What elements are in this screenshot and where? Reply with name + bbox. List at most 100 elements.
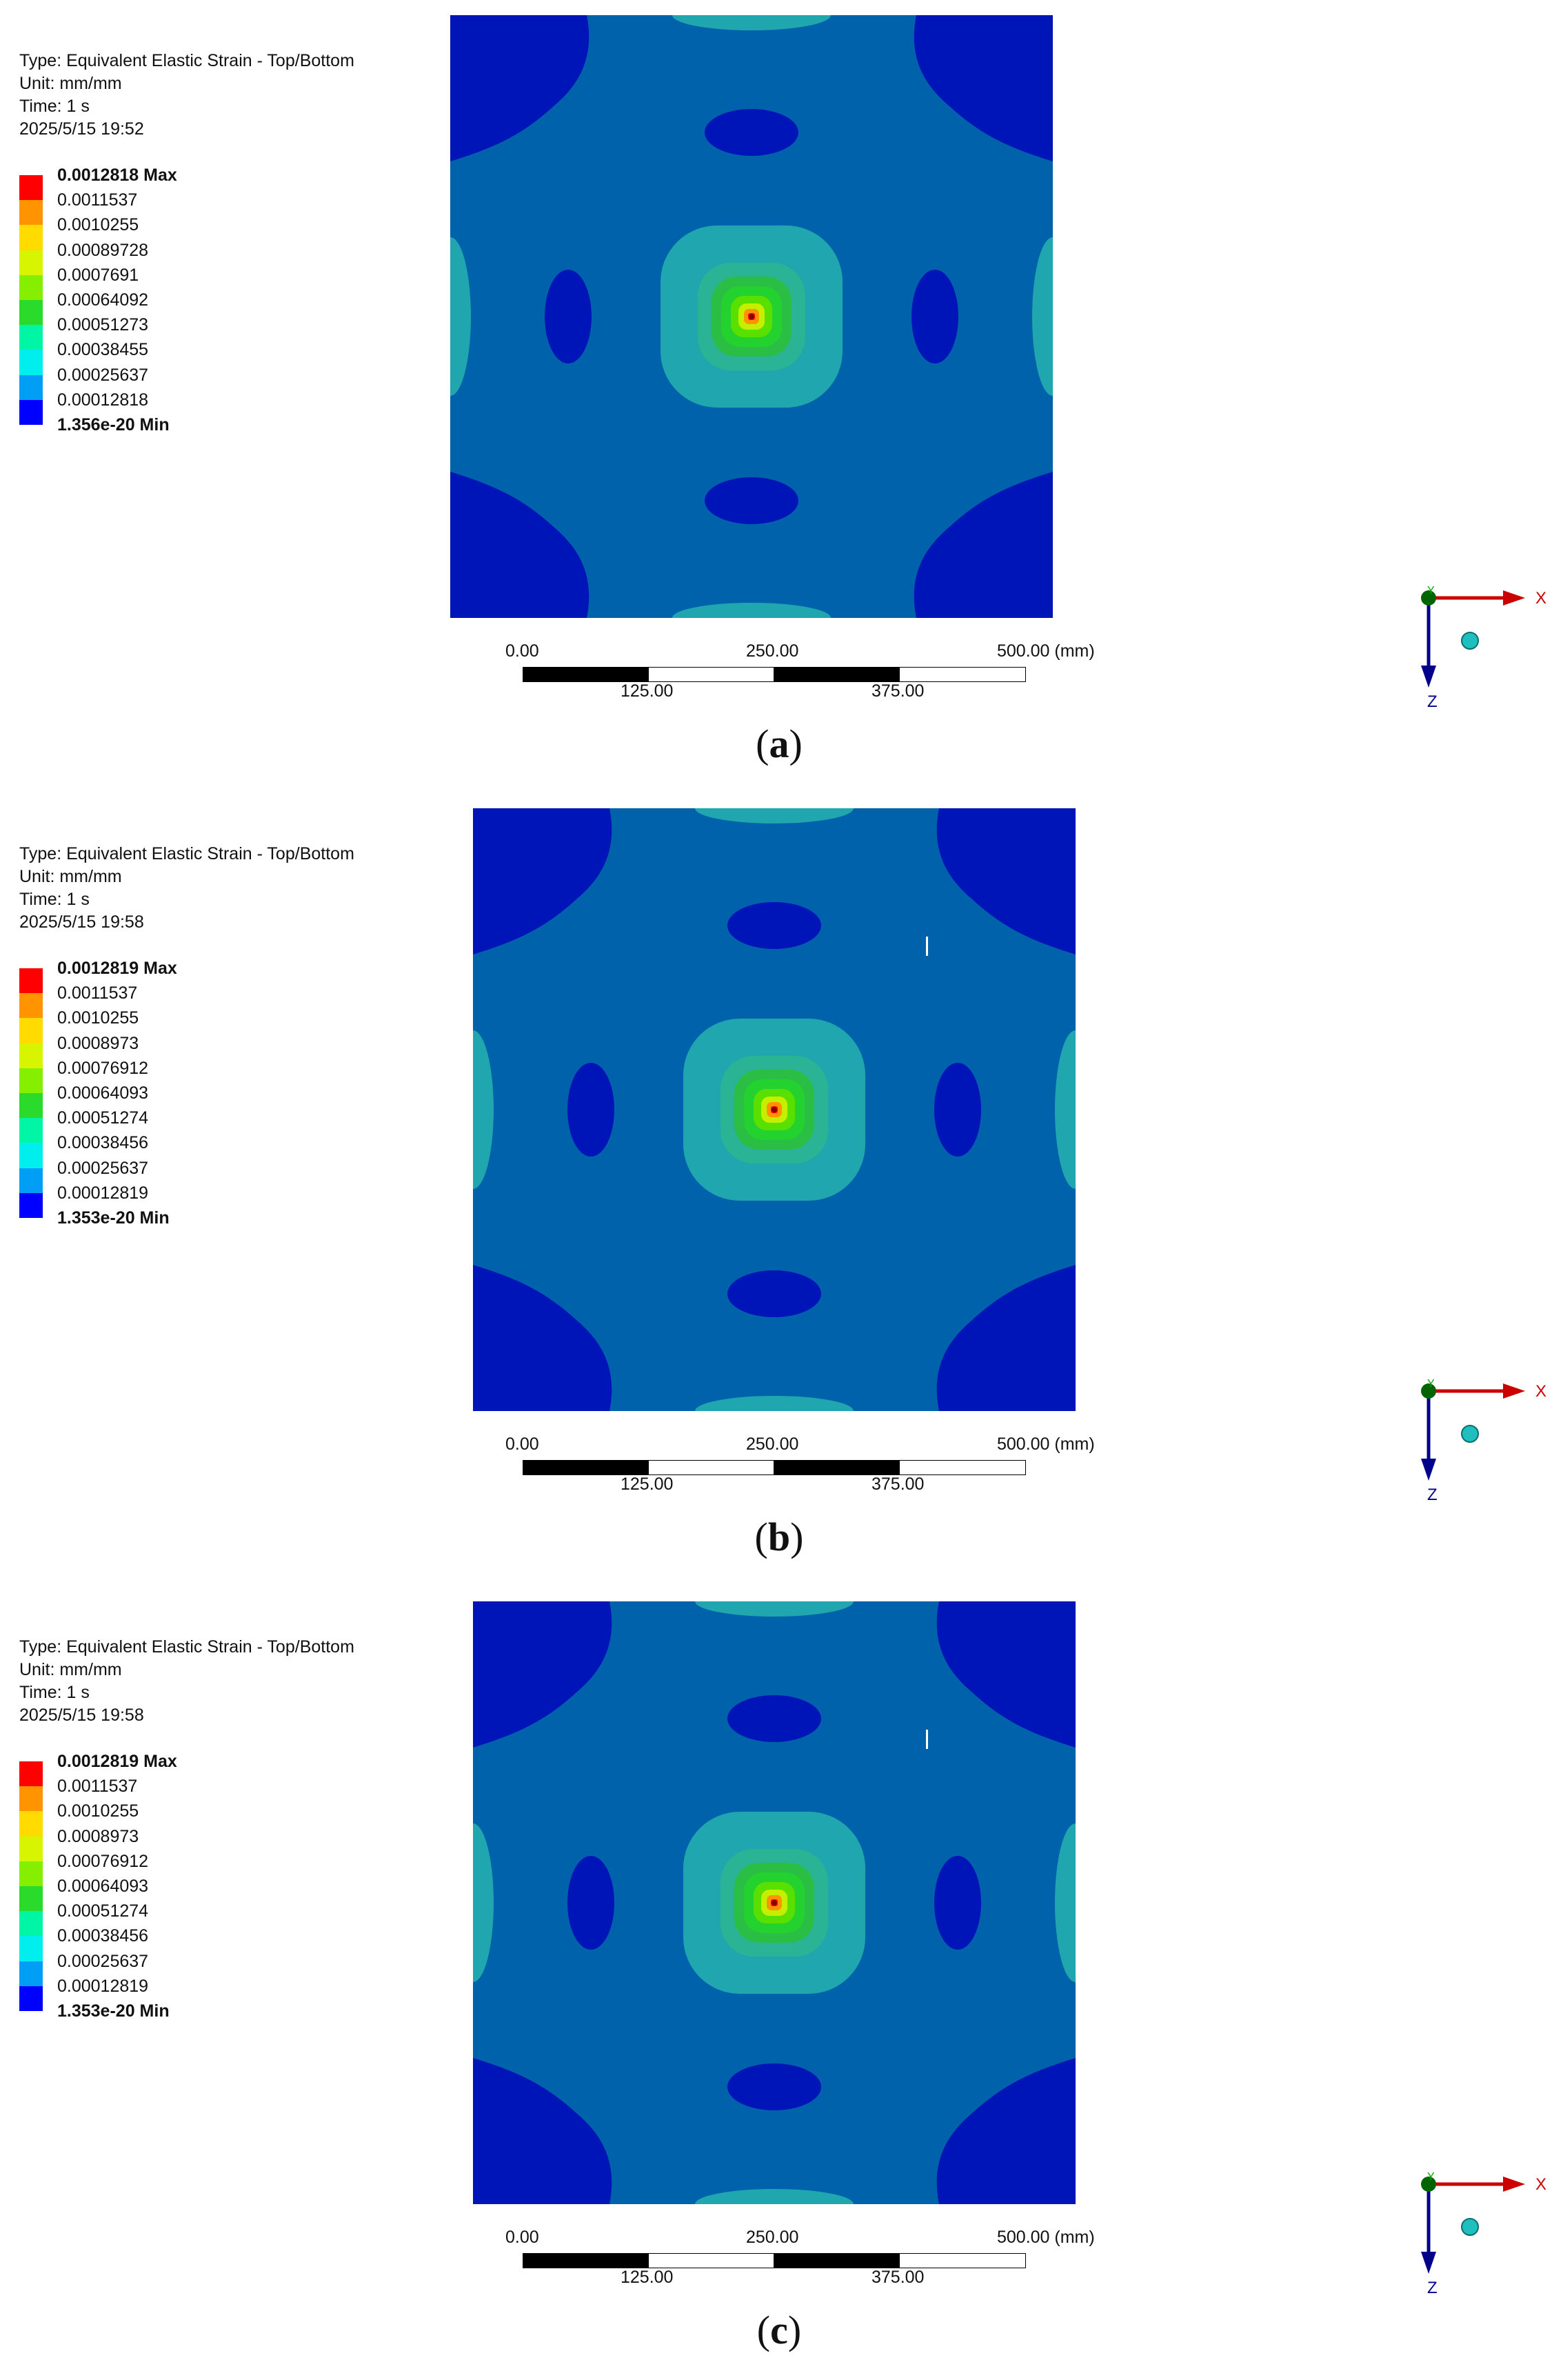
- legend-max: 0.0012819 Max: [57, 1752, 177, 1771]
- panel-caption: (a): [756, 721, 803, 766]
- legend-level: 0.0010255: [57, 1008, 139, 1028]
- low-strain-ellipse: [727, 1695, 821, 1742]
- legend-swatch: [19, 200, 43, 226]
- legend-swatch: [19, 274, 43, 300]
- axis-triad[interactable]: X Y Z: [1413, 576, 1552, 714]
- edge-strain-lobe: [1055, 1030, 1076, 1189]
- edge-strain-lobe: [695, 1396, 854, 1411]
- legend-swatch: [19, 250, 43, 275]
- legend-swatch: [19, 1786, 43, 1812]
- x-axis-arrow: [1503, 2177, 1525, 2192]
- legend-swatch: [19, 325, 43, 350]
- legend-swatch: [19, 225, 43, 250]
- legend-level: 0.0008973: [57, 1826, 139, 1846]
- scale-label: 250.00: [746, 1434, 799, 1454]
- scale-segment: [523, 667, 649, 682]
- scale-segment: [774, 1460, 900, 1475]
- result-date: 2025/5/15 19:58: [19, 912, 144, 932]
- low-strain-region: [936, 1601, 1076, 1748]
- scale-segment: [648, 2253, 775, 2268]
- result-date: 2025/5/15 19:52: [19, 119, 144, 139]
- legend-level: 0.00051274: [57, 1901, 149, 1921]
- scale-label: 500.00 (mm): [997, 1434, 1095, 1454]
- scale-segment: [648, 1460, 775, 1475]
- low-strain-region: [936, 808, 1076, 954]
- scale-label: 125.00: [621, 1474, 674, 1494]
- scale-label: 500.00 (mm): [997, 2228, 1095, 2247]
- z-axis-arrow: [1421, 666, 1436, 688]
- legend-min: 1.353e-20 Min: [57, 2001, 170, 2021]
- strain-contour-plot[interactable]: [473, 808, 1076, 1411]
- result-unit: Unit: mm/mm: [19, 74, 122, 93]
- legend-swatch: [19, 1936, 43, 1961]
- legend-level: 0.00051273: [57, 315, 149, 335]
- scale-segment: [523, 2253, 649, 2268]
- legend-level: 0.0008973: [57, 1033, 139, 1053]
- low-strain-region: [473, 2058, 612, 2204]
- scale-bar: 0.00 250.00 500.00 (mm) 125.00 375.00: [483, 2228, 1095, 2287]
- scale-label: 375.00: [871, 2268, 925, 2287]
- edge-strain-lobe: [473, 1030, 494, 1189]
- panel-caption: (b): [754, 1514, 804, 1559]
- z-axis-label: Z: [1427, 692, 1438, 711]
- legend-swatch: [19, 1018, 43, 1043]
- max-strain-point[interactable]: [772, 1107, 777, 1112]
- legend-level: 0.00064093: [57, 1876, 149, 1896]
- x-axis-arrow: [1503, 1383, 1525, 1399]
- scale-label: 500.00 (mm): [997, 641, 1095, 661]
- scale-label: 250.00: [746, 2228, 799, 2247]
- result-type: Type: Equivalent Elastic Strain - Top/Bo…: [19, 51, 354, 70]
- result-type: Type: Equivalent Elastic Strain - Top/Bo…: [19, 844, 354, 863]
- scale-segment: [899, 667, 1026, 682]
- result-type: Type: Equivalent Elastic Strain - Top/Bo…: [19, 1637, 354, 1657]
- low-strain-region: [450, 472, 589, 618]
- legend-swatch: [19, 1811, 43, 1837]
- low-strain-ellipse: [934, 1856, 981, 1950]
- legend-level: 0.0011537: [57, 190, 138, 210]
- edge-strain-lobe: [695, 808, 854, 823]
- edge-strain-lobe: [1055, 1823, 1076, 1982]
- legend-level: 0.0010255: [57, 1801, 139, 1821]
- legend-swatch: [19, 1118, 43, 1143]
- legend-level: 0.00089728: [57, 240, 149, 260]
- low-strain-ellipse: [567, 1063, 614, 1157]
- max-strain-point[interactable]: [749, 314, 754, 319]
- legend-swatch: [19, 1168, 43, 1193]
- result-info: Type: Equivalent Elastic Strain - Top/Bo…: [19, 843, 354, 934]
- low-strain-ellipse: [545, 270, 592, 363]
- max-strain-point[interactable]: [772, 1900, 777, 1906]
- result-panel-a: Type: Equivalent Elastic Strain - Top/Bo…: [0, 0, 1552, 793]
- legend-level: 0.00076912: [57, 1851, 149, 1871]
- legend-level: 0.00038455: [57, 340, 149, 360]
- x-axis-arrow: [1503, 590, 1525, 606]
- scale-label: 0.00: [505, 641, 539, 661]
- edge-strain-lobe: [450, 237, 471, 396]
- y-axis-label: Y: [1427, 1378, 1435, 1390]
- axis-triad[interactable]: X Y Z: [1413, 2162, 1552, 2300]
- low-strain-ellipse: [934, 1063, 981, 1157]
- legend-min: 1.353e-20 Min: [57, 1208, 170, 1228]
- legend-swatch: [19, 1192, 43, 1218]
- cursor-marker: [926, 1730, 928, 1749]
- low-strain-ellipse: [705, 477, 798, 524]
- y-axis-label: Y: [1427, 585, 1435, 597]
- scale-label: 250.00: [746, 641, 799, 661]
- strain-contour-plot[interactable]: [450, 15, 1053, 618]
- legend-level: 0.00076912: [57, 1058, 149, 1078]
- low-strain-ellipse: [727, 2063, 821, 2110]
- axis-triad[interactable]: X Y Z: [1413, 1369, 1552, 1507]
- scale-label: 375.00: [871, 1474, 925, 1494]
- edge-strain-lobe: [672, 15, 831, 30]
- result-date: 2025/5/15 19:58: [19, 1706, 144, 1725]
- legend-swatch: [19, 1886, 43, 1912]
- strain-contour-plot[interactable]: [473, 1601, 1076, 2204]
- low-strain-ellipse: [705, 109, 798, 156]
- low-strain-region: [473, 808, 612, 954]
- low-strain-region: [914, 472, 1053, 618]
- z-axis-label: Z: [1427, 2279, 1438, 2297]
- low-strain-region: [936, 1265, 1076, 1411]
- y-axis-label: Y: [1427, 2171, 1435, 2183]
- result-info: Type: Equivalent Elastic Strain - Top/Bo…: [19, 50, 354, 141]
- edge-strain-lobe: [1032, 237, 1053, 396]
- result-panel-b: Type: Equivalent Elastic Strain - Top/Bo…: [0, 793, 1552, 1586]
